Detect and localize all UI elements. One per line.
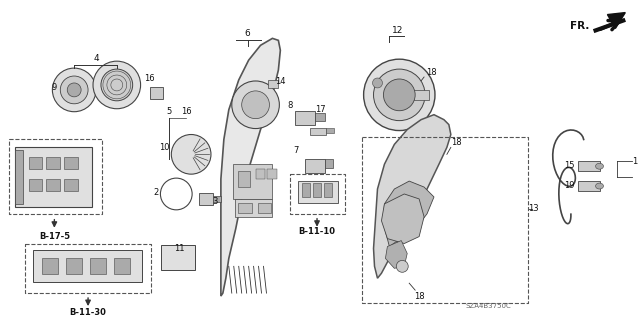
Text: 5: 5 [166,107,172,116]
Bar [255,169,266,179]
Text: 6: 6 [244,29,250,38]
Bar [268,80,278,88]
Text: 3: 3 [212,197,218,206]
Text: B-11-10: B-11-10 [298,227,335,236]
Text: 7: 7 [294,146,299,155]
Text: 19: 19 [564,181,575,189]
Text: B-11-30: B-11-30 [70,308,106,317]
Polygon shape [221,38,280,296]
Bar [114,258,130,274]
Bar [325,159,333,168]
Bar [310,128,326,136]
Text: 8: 8 [287,101,293,110]
Bar [578,161,600,171]
Text: 18: 18 [451,138,462,147]
Bar [235,199,273,217]
Text: 10: 10 [159,143,170,152]
Bar [47,157,60,169]
Bar [298,181,338,203]
Text: 17: 17 [315,105,325,114]
Circle shape [93,61,141,109]
Circle shape [60,76,88,104]
Bar [305,159,325,173]
Text: B-17-5: B-17-5 [39,232,70,241]
Bar [326,128,334,132]
Bar [324,183,332,197]
Bar [295,111,315,125]
Text: 16: 16 [144,73,155,83]
Text: 9: 9 [52,84,57,93]
Bar [315,113,325,121]
Bar [64,157,78,169]
Bar [213,196,221,202]
Text: 14: 14 [275,78,285,86]
Circle shape [372,78,383,88]
Bar [64,179,78,191]
Bar [268,169,277,179]
Text: 15: 15 [564,161,575,170]
Polygon shape [607,12,625,28]
Text: SZA4B3750C: SZA4B3750C [466,303,511,309]
Circle shape [67,83,81,97]
Bar [67,258,82,274]
Text: 12: 12 [392,26,403,35]
Bar [42,258,58,274]
Ellipse shape [596,183,604,189]
Ellipse shape [596,163,604,169]
Bar [302,183,310,197]
Circle shape [52,68,96,112]
Bar [15,150,22,204]
Bar [33,250,141,282]
Polygon shape [383,181,434,247]
Bar [161,245,195,270]
Text: 18: 18 [426,68,436,77]
Bar [15,147,92,207]
Text: 4: 4 [93,54,99,63]
Circle shape [396,260,408,272]
Text: 11: 11 [174,244,184,253]
Text: 13: 13 [528,204,538,213]
Circle shape [161,178,192,210]
Circle shape [364,59,435,130]
Circle shape [172,135,211,174]
Circle shape [101,69,132,101]
Circle shape [242,91,269,119]
Text: 16: 16 [181,107,191,116]
Bar [237,203,252,213]
Bar [257,203,271,213]
Bar [578,181,600,191]
Bar [409,90,429,100]
Polygon shape [374,115,451,278]
Polygon shape [385,241,407,268]
Bar [90,258,106,274]
Text: 18: 18 [414,292,424,300]
Bar [29,157,42,169]
Text: 1: 1 [632,157,638,166]
Bar [47,179,60,191]
Bar [150,87,163,99]
Bar [199,193,213,205]
Polygon shape [381,194,424,243]
Text: FR.: FR. [570,21,589,32]
Circle shape [383,79,415,111]
Bar [233,164,273,199]
Bar [313,183,321,197]
Bar [237,171,250,187]
Circle shape [232,81,280,129]
Bar [29,179,42,191]
Circle shape [374,69,425,121]
Text: 2: 2 [154,189,159,197]
